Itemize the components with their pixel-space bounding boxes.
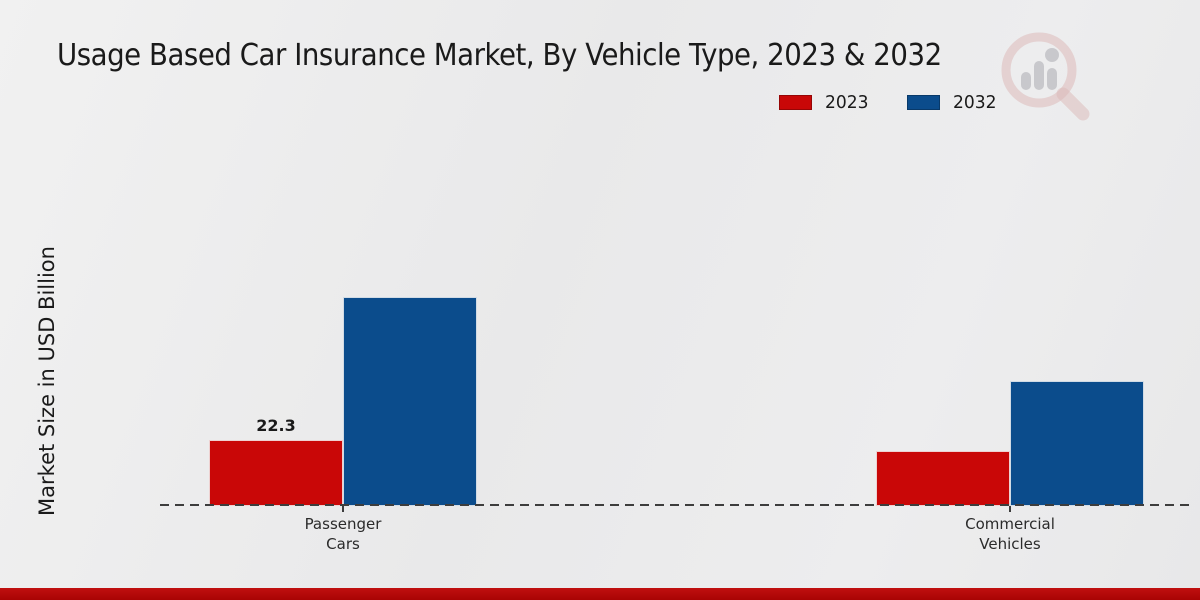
chart-title: Usage Based Car Insurance Market, By Veh… [57, 38, 942, 73]
magnifier-handle [1056, 87, 1090, 121]
legend-swatch-2023 [779, 95, 812, 110]
legend-label: 2032 [952, 92, 997, 113]
y-axis-label: Market Size in USD Billion [35, 246, 59, 516]
legend-item-2023: 2023 [779, 92, 871, 113]
category-label-commercial-vehicles: Commercial Vehicles [965, 515, 1055, 554]
legend-swatch-2032 [906, 95, 940, 110]
x-axis-baseline [160, 504, 1190, 506]
x-axis-tick-passenger-cars [342, 506, 344, 512]
logo-bars [1021, 48, 1059, 90]
magnifier-ring [1001, 32, 1077, 108]
x-axis-tick-commercial-vehicles [1009, 506, 1011, 512]
bar-value-label-2023-passenger-cars: 22.3 [256, 416, 296, 435]
magnifier-bar-chart-logo-icon [1001, 32, 1090, 121]
legend-item-2032: 2032 [906, 92, 999, 113]
legend: 2023 2032 [779, 92, 999, 113]
bar-2023-passenger-cars [209, 440, 343, 506]
legend-label: 2023 [825, 92, 869, 113]
bar-2032-passenger-cars [343, 297, 477, 506]
footer-accent-bar [0, 588, 1200, 600]
category-label-passenger-cars: Passenger Cars [304, 515, 382, 554]
bar-2023-commercial-vehicles [876, 451, 1010, 506]
bar-2032-commercial-vehicles [1010, 381, 1144, 506]
